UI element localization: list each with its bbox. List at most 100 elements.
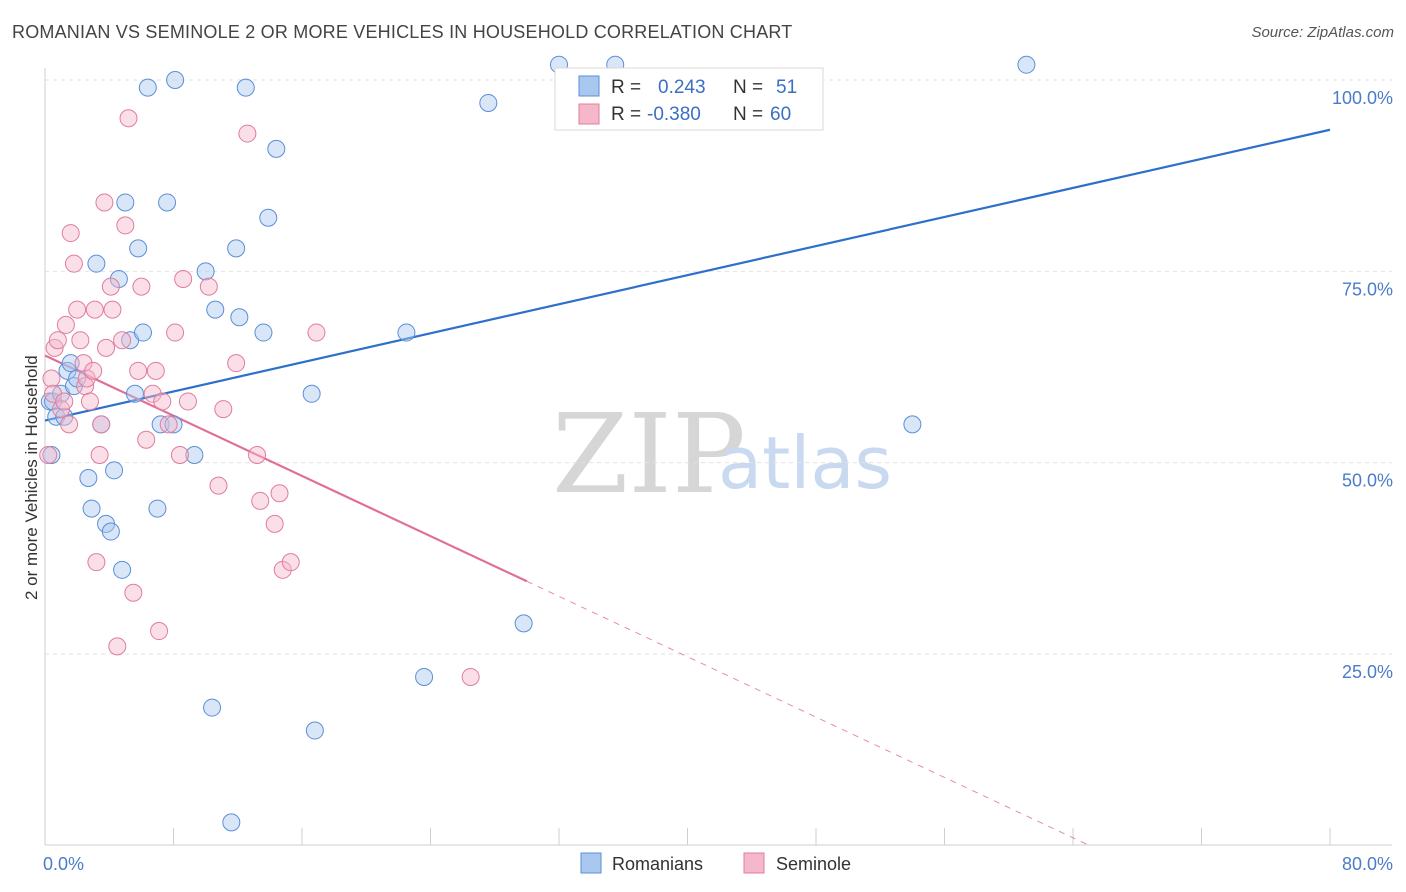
point-seminole (129, 361, 148, 380)
point-romanians (227, 239, 246, 258)
point-romanians (116, 193, 135, 212)
point-romanians (479, 93, 498, 112)
point-seminole (103, 300, 122, 319)
trend-lines (44, 128, 1331, 846)
point-seminole (238, 124, 257, 143)
point-romanians (138, 78, 157, 97)
point-romanians (305, 721, 324, 740)
watermark-zip: ZIP (552, 390, 746, 518)
point-seminole (97, 338, 116, 357)
legend-n-label-seminole: N = (733, 104, 763, 125)
point-romanians (61, 354, 80, 373)
point-romanians (79, 468, 98, 487)
point-seminole (227, 354, 246, 373)
point-romanians (82, 499, 101, 518)
point-seminole (80, 392, 99, 411)
point-seminole (124, 583, 143, 602)
legend-r-value-romanians: 0.243 (658, 77, 706, 98)
point-romanians (101, 522, 120, 541)
point-romanians (185, 446, 204, 465)
point-seminole (153, 392, 172, 411)
source-credit: Source: ZipAtlas.com (1251, 24, 1394, 41)
legend-n-value-romanians: 51 (776, 77, 797, 98)
point-seminole (119, 109, 138, 128)
legend-swatch-seminole (578, 103, 600, 125)
y-tick-label: 50.0% (1342, 471, 1393, 491)
point-romanians (105, 461, 124, 480)
point-seminole (166, 323, 185, 342)
legend-swatch-romanians (578, 75, 600, 97)
point-seminole (270, 484, 289, 503)
point-romanians (113, 560, 132, 579)
point-seminole (174, 269, 193, 288)
point-romanians (514, 614, 533, 633)
point-seminole (77, 369, 96, 388)
point-seminole (39, 446, 58, 465)
point-seminole (95, 193, 114, 212)
point-romanians (203, 698, 222, 717)
trend-line-extension-seminole (526, 580, 1090, 846)
point-romanians (87, 254, 106, 273)
point-romanians (222, 813, 241, 832)
bottom-legend-label-romanians: Romanians (612, 854, 703, 874)
point-seminole (56, 315, 75, 334)
point-romanians (1017, 55, 1036, 74)
point-seminole (199, 277, 218, 296)
axes (44, 68, 1392, 846)
point-seminole (132, 277, 151, 296)
point-seminole (60, 415, 79, 434)
point-seminole (265, 514, 284, 533)
point-romanians (196, 262, 215, 281)
point-seminole (113, 331, 132, 350)
point-seminole (74, 354, 93, 373)
y-axis-label: 2 or more Vehicles in Household (22, 355, 41, 600)
point-seminole (55, 392, 74, 411)
point-seminole (170, 446, 189, 465)
y-tick-label: 75.0% (1342, 279, 1393, 299)
point-romanians (164, 415, 183, 434)
point-seminole (281, 553, 300, 572)
point-romanians (903, 415, 922, 434)
legend-n-label-romanians: N = (733, 77, 763, 98)
point-seminole (150, 622, 169, 641)
tick-labels: 25.0% 50.0% 75.0% 100.0% 0.0% 80.0% (43, 88, 1393, 874)
point-romanians (133, 323, 152, 342)
legend-r-label-seminole: R = (611, 104, 641, 125)
point-seminole (159, 415, 178, 434)
point-seminole (137, 430, 156, 449)
point-seminole (146, 361, 165, 380)
legend-n-value-seminole: 60 (770, 104, 791, 125)
point-romanians (129, 239, 148, 258)
point-seminole (461, 667, 480, 686)
point-romanians (302, 384, 321, 403)
point-romanians (125, 384, 144, 403)
stats-legend: R = 0.243 N = 51 R = -0.380 N = 60 (554, 67, 824, 131)
point-seminole (214, 400, 233, 419)
bottom-legend: Romanians Seminole (580, 852, 851, 874)
point-romanians (166, 71, 185, 89)
point-seminole (85, 300, 104, 319)
legend-r-value-seminole: -0.380 (647, 104, 701, 125)
x-tick-label: 0.0% (43, 854, 84, 874)
x-tick-label: 80.0% (1342, 854, 1393, 874)
bottom-legend-swatch-romanians (580, 852, 602, 874)
point-romanians (158, 193, 177, 212)
point-romanians (230, 308, 249, 327)
point-seminole (68, 300, 87, 319)
point-romanians (254, 323, 273, 342)
point-seminole (248, 446, 267, 465)
point-seminole (143, 384, 162, 403)
watermark: ZIP atlas (552, 390, 892, 518)
bottom-legend-label-seminole: Seminole (776, 854, 851, 874)
point-romanians (236, 78, 255, 97)
point-romanians (259, 208, 278, 227)
point-seminole (307, 323, 326, 342)
bottom-legend-swatch-seminole (743, 852, 765, 874)
point-seminole (48, 331, 67, 350)
point-seminole (42, 369, 61, 388)
grid-lines (45, 79, 1392, 655)
point-seminole (90, 446, 109, 465)
data-points (39, 55, 1036, 832)
point-seminole (108, 637, 127, 656)
